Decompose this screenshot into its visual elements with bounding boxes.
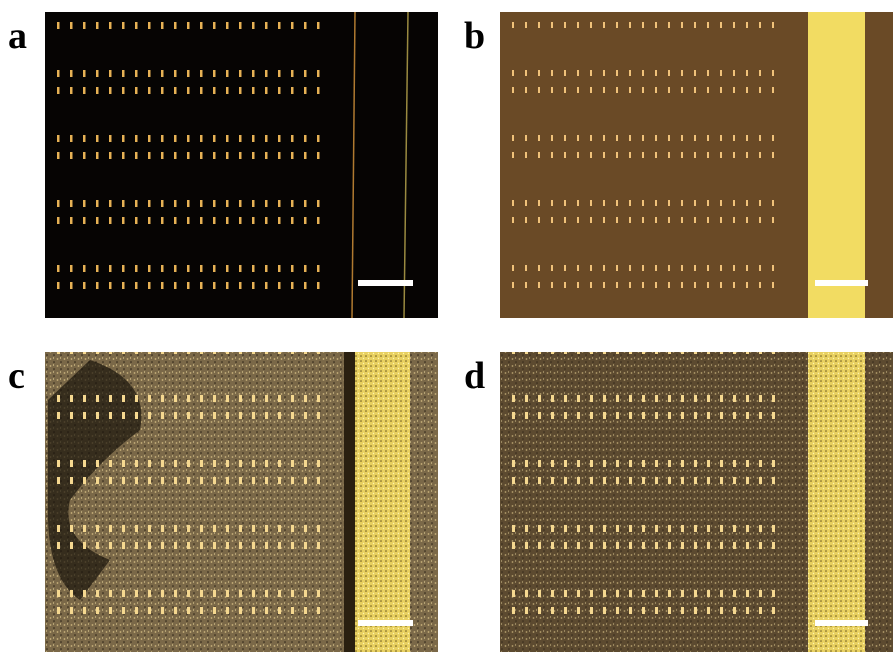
scale-bar: [358, 620, 413, 626]
electrode-array: [50, 12, 320, 318]
micrograph: [45, 12, 438, 318]
scale-bar: [815, 620, 868, 626]
electrode-stripe: [808, 12, 865, 318]
micrograph: [45, 352, 438, 652]
panel-label: a: [8, 15, 27, 57]
electrode-array: [505, 352, 785, 652]
micrograph: [500, 352, 893, 652]
scale-bar: [815, 280, 868, 286]
electrode-array: [505, 12, 785, 318]
scale-bar: [358, 280, 413, 286]
figure: a b c d: [0, 0, 896, 652]
electrode-stripe: [355, 352, 410, 652]
page: {"panels": [{"label": "a"}, {"label": "b…: [0, 0, 896, 652]
micrograph: [500, 12, 893, 318]
electrode-stripe: [808, 352, 865, 652]
electrode-array: [50, 352, 330, 652]
panel-label: d: [464, 355, 485, 397]
panel-label: b: [464, 15, 485, 57]
panel-label: c: [8, 355, 25, 397]
